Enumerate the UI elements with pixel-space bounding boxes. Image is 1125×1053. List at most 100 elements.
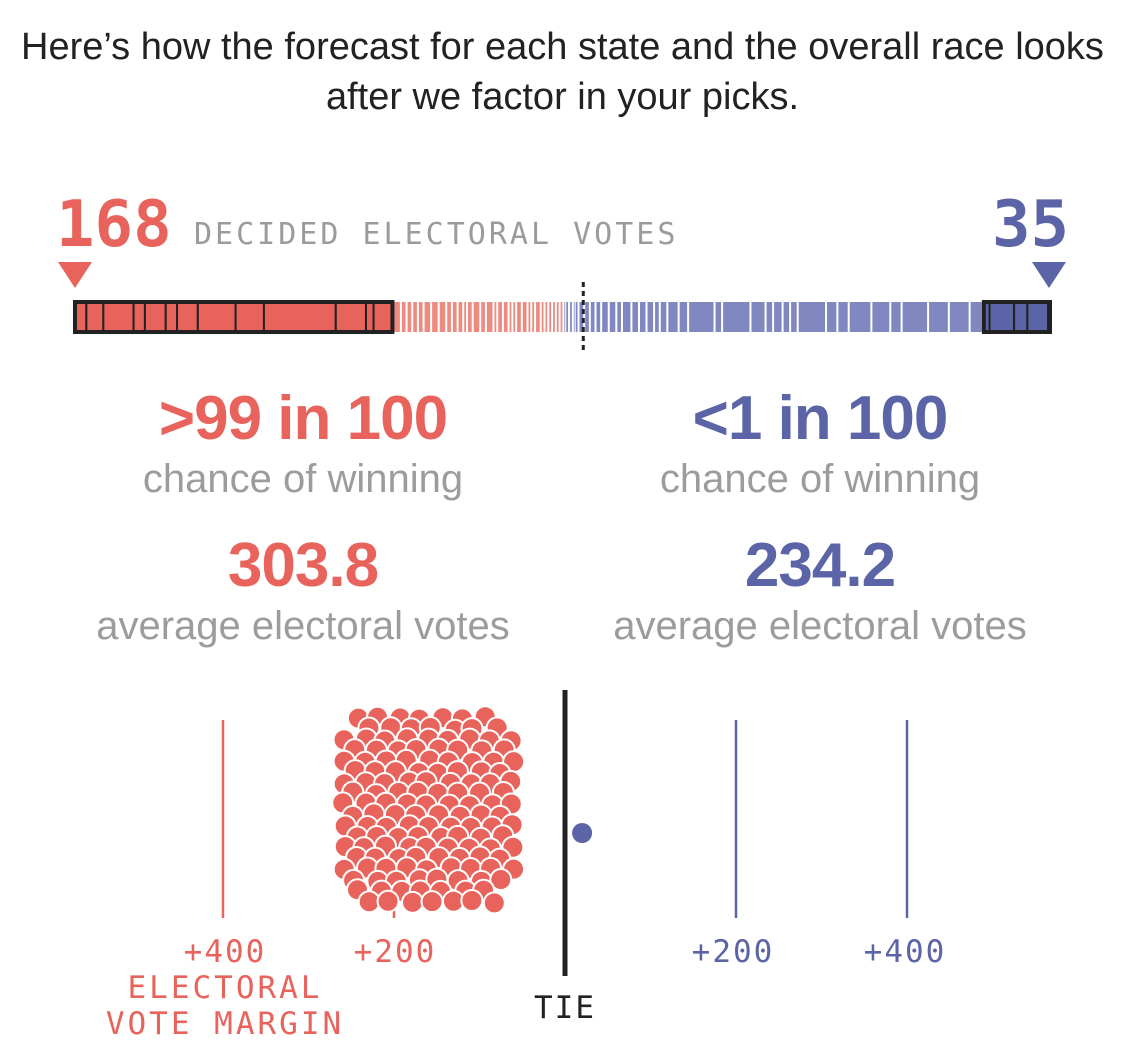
blue-lean-state: [929, 302, 948, 332]
red-lean-state: [522, 302, 527, 332]
red-decided-outline: [73, 300, 395, 334]
tick-label-left-200: +200: [353, 934, 437, 970]
red-lean-state: [447, 302, 451, 332]
outcome-dot-red: [482, 891, 506, 915]
red-lean-state: [498, 302, 502, 332]
headline: Here’s how the forecast for each state a…: [21, 26, 1104, 118]
decided-ev-right: 35: [991, 188, 1069, 262]
electoral-vote-bar: [73, 282, 1052, 352]
red-decided-state: [364, 301, 375, 333]
blue-lean-state: [617, 302, 621, 332]
blue-lean-state: [668, 302, 678, 332]
outcome-dot-red: [401, 890, 425, 914]
red-lean-state: [517, 302, 521, 332]
tie-label: TIE: [534, 990, 596, 1026]
left-marker-icon: [58, 262, 92, 288]
red-lean-state: [541, 302, 544, 332]
blue-lean-state: [590, 302, 595, 332]
blue-lean-state: [622, 302, 631, 332]
blue-lean-state: [783, 302, 790, 332]
red-decided-state: [262, 301, 337, 333]
red-lean-state: [458, 302, 463, 332]
decided-ev-left: 168: [56, 188, 172, 262]
red-decided-state: [85, 301, 105, 333]
red-lean-state: [486, 302, 493, 332]
blue-lean-state: [639, 302, 646, 332]
left-chance: >99 in 100: [158, 384, 448, 453]
decided-ev-label: DECIDED ELECTORAL VOTES: [194, 217, 679, 252]
blue-lean-state: [579, 302, 584, 332]
blue-lean-state: [872, 302, 890, 332]
outcome-dot-red: [460, 889, 484, 913]
red-lean-state: [452, 302, 457, 332]
red-lean-state: [528, 302, 531, 332]
tick-label-left-400: +400: [183, 934, 267, 970]
red-lean-state: [468, 302, 472, 332]
red-lean-state: [549, 302, 552, 332]
blue-lean-state: [902, 302, 928, 332]
blue-lean-state: [575, 302, 578, 332]
red-lean-state: [392, 302, 400, 332]
right-avg-ev: 234.2: [744, 531, 896, 600]
red-lean-state: [407, 302, 412, 332]
right-chance: <1 in 100: [692, 384, 949, 453]
outcome-dot-red: [357, 890, 381, 914]
outcome-dot-red: [489, 868, 513, 892]
blue-lean-state: [827, 302, 837, 332]
blue-lean-state: [679, 302, 688, 332]
right-marker-icon: [1032, 262, 1066, 288]
red-lean-state: [545, 302, 548, 332]
blue-lean-state: [949, 302, 969, 332]
red-decided-state: [164, 301, 179, 333]
axis-title-line-2: VOTE MARGIN: [105, 1006, 345, 1042]
blue-decided-outline: [981, 300, 1052, 334]
axis-title: ELECTORAL VOTE MARGIN: [100, 970, 350, 1042]
left-avg-ev: 303.8: [227, 531, 379, 600]
blue-lean-state: [689, 302, 714, 332]
red-decided-state: [143, 301, 167, 333]
blue-lean-state: [602, 302, 608, 332]
left-stats: >99 in 100 chance of winning: [43, 383, 563, 503]
blue-lean-state: [647, 302, 654, 332]
red-decided-state: [132, 301, 146, 333]
red-lean-state: [553, 302, 555, 332]
red-decided-state: [102, 301, 135, 333]
red-decided-state: [334, 301, 367, 333]
red-decided-state: [372, 301, 394, 333]
blue-decided-state: [988, 301, 1016, 333]
right-avg-ev-label: average electoral votes: [613, 604, 1027, 648]
left-chance-label: chance of winning: [142, 457, 464, 501]
red-lean-state: [424, 302, 431, 332]
blue-lean-state: [798, 302, 826, 332]
blue-lean-state: [715, 302, 722, 332]
red-lean-state: [532, 302, 535, 332]
blue-lean-state: [723, 302, 750, 332]
axis-title-line-1: ELECTORAL: [127, 970, 323, 1006]
right-ev-stats: 234.2 average electoral votes: [560, 530, 1080, 650]
outcome-dot-red: [420, 890, 444, 914]
red-lean-state: [556, 302, 559, 332]
red-lean-state: [413, 302, 417, 332]
blue-lean-state: [566, 302, 569, 332]
outcome-dot-chart: [221, 690, 909, 976]
blue-lean-state: [774, 302, 782, 332]
left-ev-stats: 303.8 average electoral votes: [43, 530, 563, 650]
right-chance-label: chance of winning: [659, 457, 981, 501]
blue-lean-state: [791, 302, 797, 332]
blue-lean-state: [766, 302, 773, 332]
red-lean-state: [473, 302, 480, 332]
red-lean-state: [464, 302, 467, 332]
blue-lean-state: [573, 302, 575, 332]
red-decided-state: [196, 301, 237, 333]
red-lean-state: [509, 302, 512, 332]
blue-lean-state: [751, 302, 765, 332]
tick-label-right-200: +200: [691, 934, 775, 970]
red-lean-state: [560, 302, 563, 332]
red-decided-state: [176, 301, 199, 333]
blue-lean-state: [660, 302, 667, 332]
blue-lean-state: [596, 302, 601, 332]
red-decided-state: [234, 301, 265, 333]
blue-lean-state: [570, 302, 572, 332]
red-lean-state: [401, 302, 406, 332]
blue-lean-state: [970, 302, 982, 332]
